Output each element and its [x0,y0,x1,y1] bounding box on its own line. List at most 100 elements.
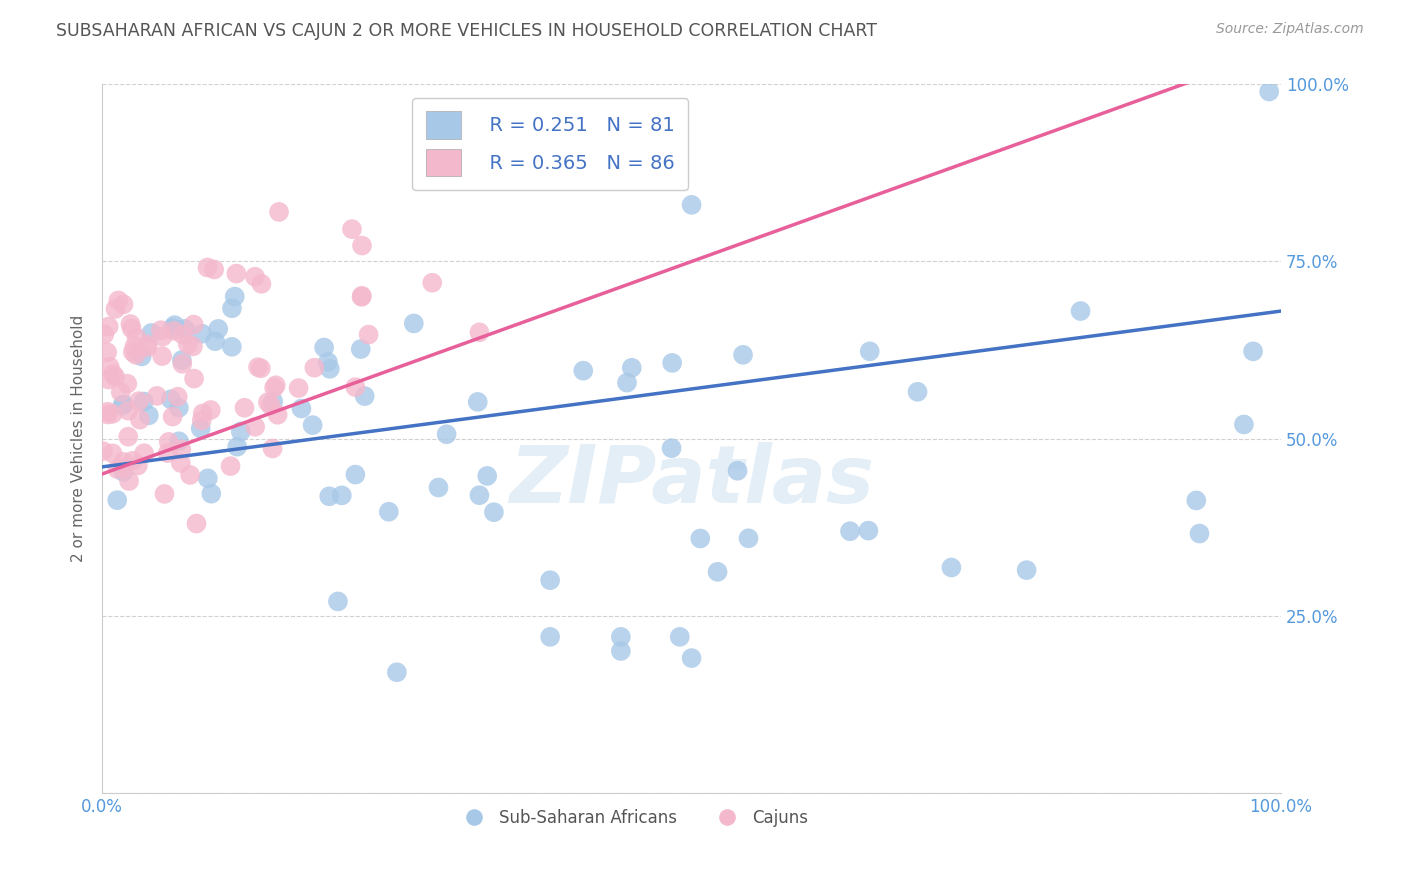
Point [262,442,284,456]
Point [170,442,193,457]
Point [350,290,373,304]
Text: SUBSAHARAN AFRICAN VS CAJUN 2 OR MORE VEHICLES IN HOUSEHOLD CORRELATION CHART: SUBSAHARAN AFRICAN VS CAJUN 2 OR MORE VE… [56,22,877,40]
Point [146,389,169,403]
Point [839,524,862,539]
Point [243,419,266,434]
Point [477,469,499,483]
Point [152,329,174,343]
Point [97,372,120,386]
Point [219,459,242,474]
Point [250,361,273,376]
Point [1233,417,1256,432]
Point [264,378,287,392]
Point [689,532,711,546]
Point [150,349,173,363]
Point [124,339,146,353]
Y-axis label: 2 or more Vehicles in Household: 2 or more Vehicles in Household [72,315,86,562]
Point [104,369,127,384]
Point [132,446,155,460]
Point [661,441,683,455]
Point [160,392,183,407]
Point [250,277,273,291]
Point [731,348,754,362]
Point [616,376,638,390]
Point [101,407,124,421]
Point [156,446,179,460]
Point [125,330,148,344]
Point [172,357,194,371]
Point [200,486,222,500]
Point [229,425,252,439]
Point [572,364,595,378]
Point [136,337,159,351]
Point [200,403,222,417]
Point [610,630,633,644]
Point [668,630,690,644]
Point [420,276,443,290]
Point [350,342,373,356]
Point [157,434,180,449]
Point [197,260,219,275]
Point [118,474,141,488]
Point [101,367,124,381]
Point [344,380,367,394]
Point [117,403,139,417]
Point [131,350,153,364]
Point [112,465,135,479]
Point [105,493,128,508]
Point [183,371,205,385]
Point [737,531,759,545]
Point [162,321,184,335]
Point [117,376,139,391]
Point [681,198,703,212]
Point [170,456,193,470]
Point [93,327,115,342]
Point [224,289,246,303]
Point [112,297,135,311]
Point [98,359,121,374]
Point [149,323,172,337]
Text: Source: ZipAtlas.com: Source: ZipAtlas.com [1216,22,1364,37]
Point [181,339,204,353]
Point [301,418,323,433]
Point [681,651,703,665]
Point [153,487,176,501]
Point [727,464,749,478]
Point [427,481,450,495]
Point [172,327,194,342]
Point [538,630,561,644]
Point [263,381,285,395]
Point [101,446,124,460]
Point [97,319,120,334]
Point [858,524,880,538]
Point [350,238,373,252]
Point [482,505,505,519]
Point [243,269,266,284]
Point [97,408,120,422]
Point [163,324,186,338]
Point [107,293,129,308]
Point [350,289,373,303]
Point [340,222,363,236]
Point [859,344,882,359]
Point [204,334,226,349]
Point [121,321,143,335]
Point [1188,526,1211,541]
Point [1185,493,1208,508]
Point [97,405,120,419]
Point [112,461,135,475]
Point [112,397,135,411]
Point [163,318,186,333]
Point [183,318,205,332]
Point [357,327,380,342]
Point [132,394,155,409]
Point [141,326,163,340]
Point [221,340,243,354]
Point [468,326,491,340]
Point [661,356,683,370]
Point [318,489,340,503]
Point [120,317,142,331]
Point [111,398,134,412]
Point [107,462,129,476]
Point [110,385,132,400]
